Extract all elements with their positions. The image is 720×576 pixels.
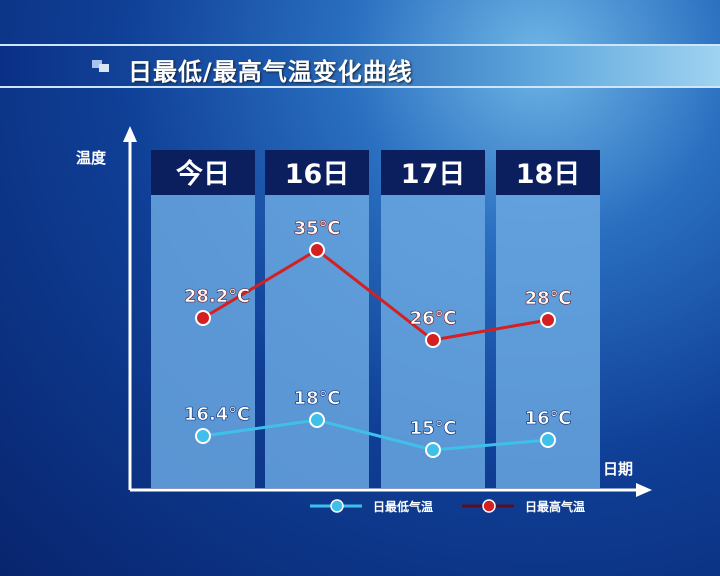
data-label: 15℃ [410, 418, 457, 439]
data-point [195, 428, 211, 444]
data-label: 18℃ [294, 388, 341, 409]
title-bar: 日最低/最高气温变化曲线 [0, 44, 720, 88]
y-axis-arrow [123, 126, 137, 142]
series-line-1 [202, 248, 549, 342]
title-squares-icon [92, 60, 110, 72]
x-tick-label: 今日 [176, 158, 230, 190]
data-point [309, 412, 325, 428]
x-axis-label: 日期 [603, 460, 633, 478]
data-point [425, 332, 441, 348]
x-tick-label: 16日 [285, 159, 350, 190]
data-label: 28.2℃ [184, 286, 250, 307]
data-label: 16.4℃ [184, 404, 250, 425]
series-line-0 [202, 418, 549, 452]
legend-marker [330, 499, 344, 513]
data-label: 16℃ [525, 408, 572, 429]
column-header [381, 150, 485, 195]
column-band [265, 150, 369, 488]
column-header [265, 150, 369, 195]
data-label: 26℃ [410, 308, 457, 329]
data-point [425, 442, 441, 458]
x-axis-arrow [636, 483, 652, 497]
x-tick-label: 17日 [401, 159, 466, 190]
data-point [195, 310, 211, 326]
legend-label: 日最高气温 [525, 499, 585, 514]
column-header [496, 150, 600, 195]
column-header [151, 150, 255, 195]
data-point [540, 312, 556, 328]
column-band [381, 150, 485, 488]
legend-label: 日最低气温 [373, 499, 433, 514]
y-axis-label: 温度 [76, 149, 107, 167]
data-label: 28℃ [525, 288, 572, 309]
legend-marker [482, 499, 496, 513]
data-point [309, 242, 325, 258]
chart-title: 日最低/最高气温变化曲线 [128, 58, 413, 86]
x-tick-label: 18日 [516, 159, 581, 190]
data-point [540, 432, 556, 448]
data-label: 35℃ [294, 218, 341, 239]
